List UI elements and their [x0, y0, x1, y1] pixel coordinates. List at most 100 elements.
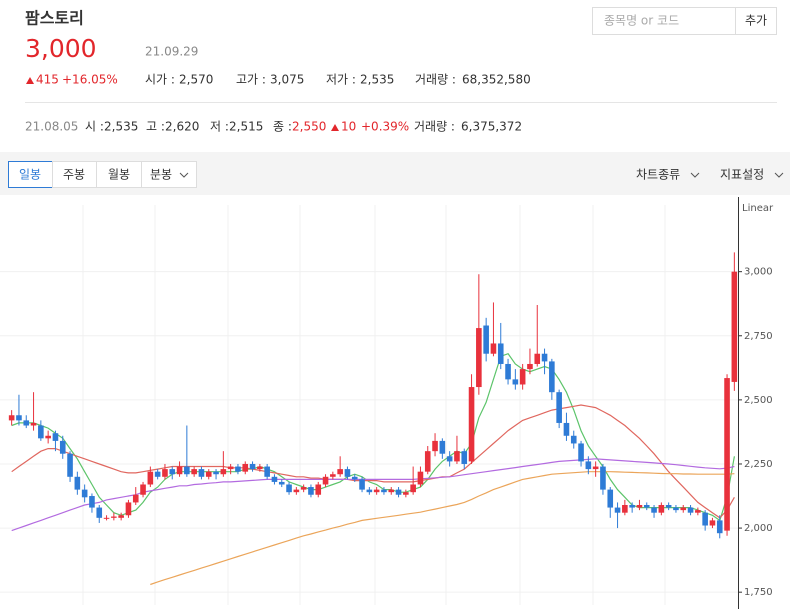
candle-body	[125, 502, 132, 516]
detail-label: 고 :	[146, 120, 165, 134]
stat-label: 고가 :	[236, 73, 266, 87]
up-arrow	[331, 124, 339, 131]
search-placeholder: 종목명 or 코드	[604, 14, 679, 28]
candle-body	[519, 369, 526, 385]
dropdown-icon	[774, 172, 784, 178]
candle-body	[344, 469, 351, 477]
candle-body	[585, 461, 592, 470]
candle-body	[607, 489, 614, 508]
moving-average	[11, 352, 735, 522]
tab-selected[interactable]	[8, 161, 53, 188]
candle-body	[74, 476, 81, 490]
moving-average	[11, 458, 735, 532]
tab-label: 월봉	[108, 168, 130, 182]
candle-body	[257, 466, 263, 470]
candle-body	[103, 517, 110, 519]
candle-body	[673, 507, 679, 511]
candle-body	[147, 471, 154, 485]
menu[interactable]: 지표설정	[720, 168, 764, 182]
candle-body	[337, 469, 343, 475]
candle-body	[351, 476, 358, 480]
change: 415	[36, 73, 59, 87]
change-pct: +16.05%	[62, 73, 118, 87]
candle-body	[118, 515, 124, 518]
candle-body	[45, 435, 51, 439]
candle-body	[89, 496, 95, 508]
candle-body	[220, 469, 227, 475]
tab[interactable]	[141, 161, 197, 188]
candle-body	[271, 476, 278, 482]
stat-value: 2,535	[360, 73, 394, 87]
tab[interactable]	[52, 161, 97, 188]
tab-label: 주봉	[63, 168, 85, 182]
candle-body	[724, 378, 730, 531]
moving-average	[150, 471, 735, 586]
detail-label: 종 :	[273, 120, 292, 134]
candle-body	[395, 489, 402, 495]
candle-body	[52, 433, 59, 441]
detail-label: 저 :	[210, 120, 229, 134]
candle-body	[454, 451, 460, 462]
candle-body	[227, 466, 234, 470]
candle-body	[592, 466, 599, 470]
stat-label: 저가 :	[326, 73, 356, 87]
candle-body	[417, 471, 424, 485]
candle-body	[176, 466, 183, 475]
candle-body	[600, 466, 606, 490]
candle-body	[154, 471, 161, 477]
candle-body	[410, 484, 416, 493]
candle-body	[549, 361, 555, 393]
candle-body	[432, 440, 438, 452]
candle-body	[8, 415, 15, 421]
candle-body	[235, 466, 241, 472]
candle-body	[541, 353, 548, 362]
candle-body	[373, 489, 380, 493]
candle-body	[205, 471, 212, 477]
candle-body	[81, 489, 88, 498]
candle-body	[614, 507, 621, 513]
candle-body	[527, 363, 533, 370]
moving-average	[11, 404, 735, 519]
detail-change: 10	[341, 120, 356, 134]
y-tick-label: 1,750	[744, 587, 773, 598]
candle-body	[695, 510, 701, 513]
tab-label: 일봉	[19, 168, 41, 182]
candle-body	[446, 456, 453, 462]
search-box[interactable]	[592, 7, 736, 35]
candle-body	[665, 505, 672, 508]
candle-body	[359, 479, 365, 490]
detail-value: 2,620	[165, 120, 199, 134]
candle-body	[651, 507, 657, 513]
candle-body	[169, 469, 176, 475]
candle-body	[716, 520, 723, 534]
candle-body	[38, 425, 44, 439]
candle-body	[497, 343, 504, 364]
menu[interactable]: 차트종류	[636, 168, 680, 182]
stat-value: 2,570	[179, 73, 213, 87]
dropdown-icon	[690, 172, 700, 178]
date: 21.09.29	[145, 45, 198, 59]
candle-body	[366, 489, 373, 493]
candle-body	[622, 505, 628, 513]
candle-body	[300, 487, 307, 490]
stat-label: 시가 :	[145, 73, 175, 87]
candle-body	[490, 343, 497, 354]
candle-body	[709, 520, 716, 526]
candle-body	[439, 440, 446, 454]
candle-body	[249, 463, 256, 470]
y-tick-label: 3,000	[744, 267, 773, 278]
candle-body	[286, 484, 292, 493]
candle-body	[483, 325, 489, 354]
detail-date: 21.08.05	[25, 120, 78, 134]
candle-body	[687, 507, 694, 513]
candle-body	[629, 505, 635, 508]
candle-body	[424, 451, 431, 472]
candle-body	[184, 466, 190, 475]
y-tick-label: 2,750	[744, 331, 773, 342]
candle-body	[23, 420, 30, 426]
candle-body	[636, 505, 643, 508]
add-button[interactable]	[735, 7, 777, 35]
candle-body	[162, 469, 168, 477]
scale-label: Linear	[742, 203, 774, 214]
detail-label: 거래량 :	[414, 120, 455, 134]
